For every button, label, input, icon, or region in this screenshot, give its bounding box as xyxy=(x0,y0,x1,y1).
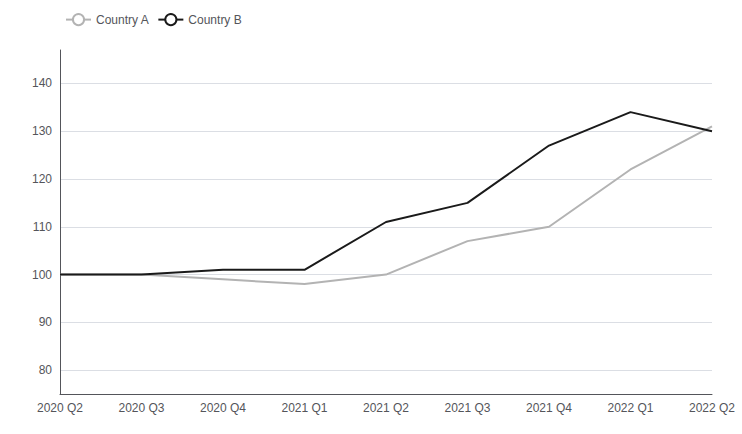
svg-text:110: 110 xyxy=(33,220,52,234)
svg-text:Country A: Country A xyxy=(96,13,149,27)
svg-text:2020 Q4: 2020 Q4 xyxy=(200,401,246,415)
svg-text:2021 Q3: 2021 Q3 xyxy=(444,401,490,415)
svg-text:120: 120 xyxy=(32,172,52,186)
svg-text:130: 130 xyxy=(32,124,52,138)
svg-text:100: 100 xyxy=(32,268,52,282)
svg-text:140: 140 xyxy=(32,76,52,90)
svg-text:Country B: Country B xyxy=(188,13,241,27)
svg-text:2021 Q4: 2021 Q4 xyxy=(526,401,572,415)
svg-text:2020 Q2: 2020 Q2 xyxy=(37,401,83,415)
svg-text:2022 Q1: 2022 Q1 xyxy=(607,401,653,415)
svg-text:2021 Q1: 2021 Q1 xyxy=(281,401,327,415)
svg-text:2022 Q2: 2022 Q2 xyxy=(689,401,735,415)
svg-text:90: 90 xyxy=(39,315,53,329)
svg-text:80: 80 xyxy=(39,363,53,377)
svg-text:2021 Q2: 2021 Q2 xyxy=(363,401,409,415)
svg-text:2020 Q3: 2020 Q3 xyxy=(118,401,164,415)
